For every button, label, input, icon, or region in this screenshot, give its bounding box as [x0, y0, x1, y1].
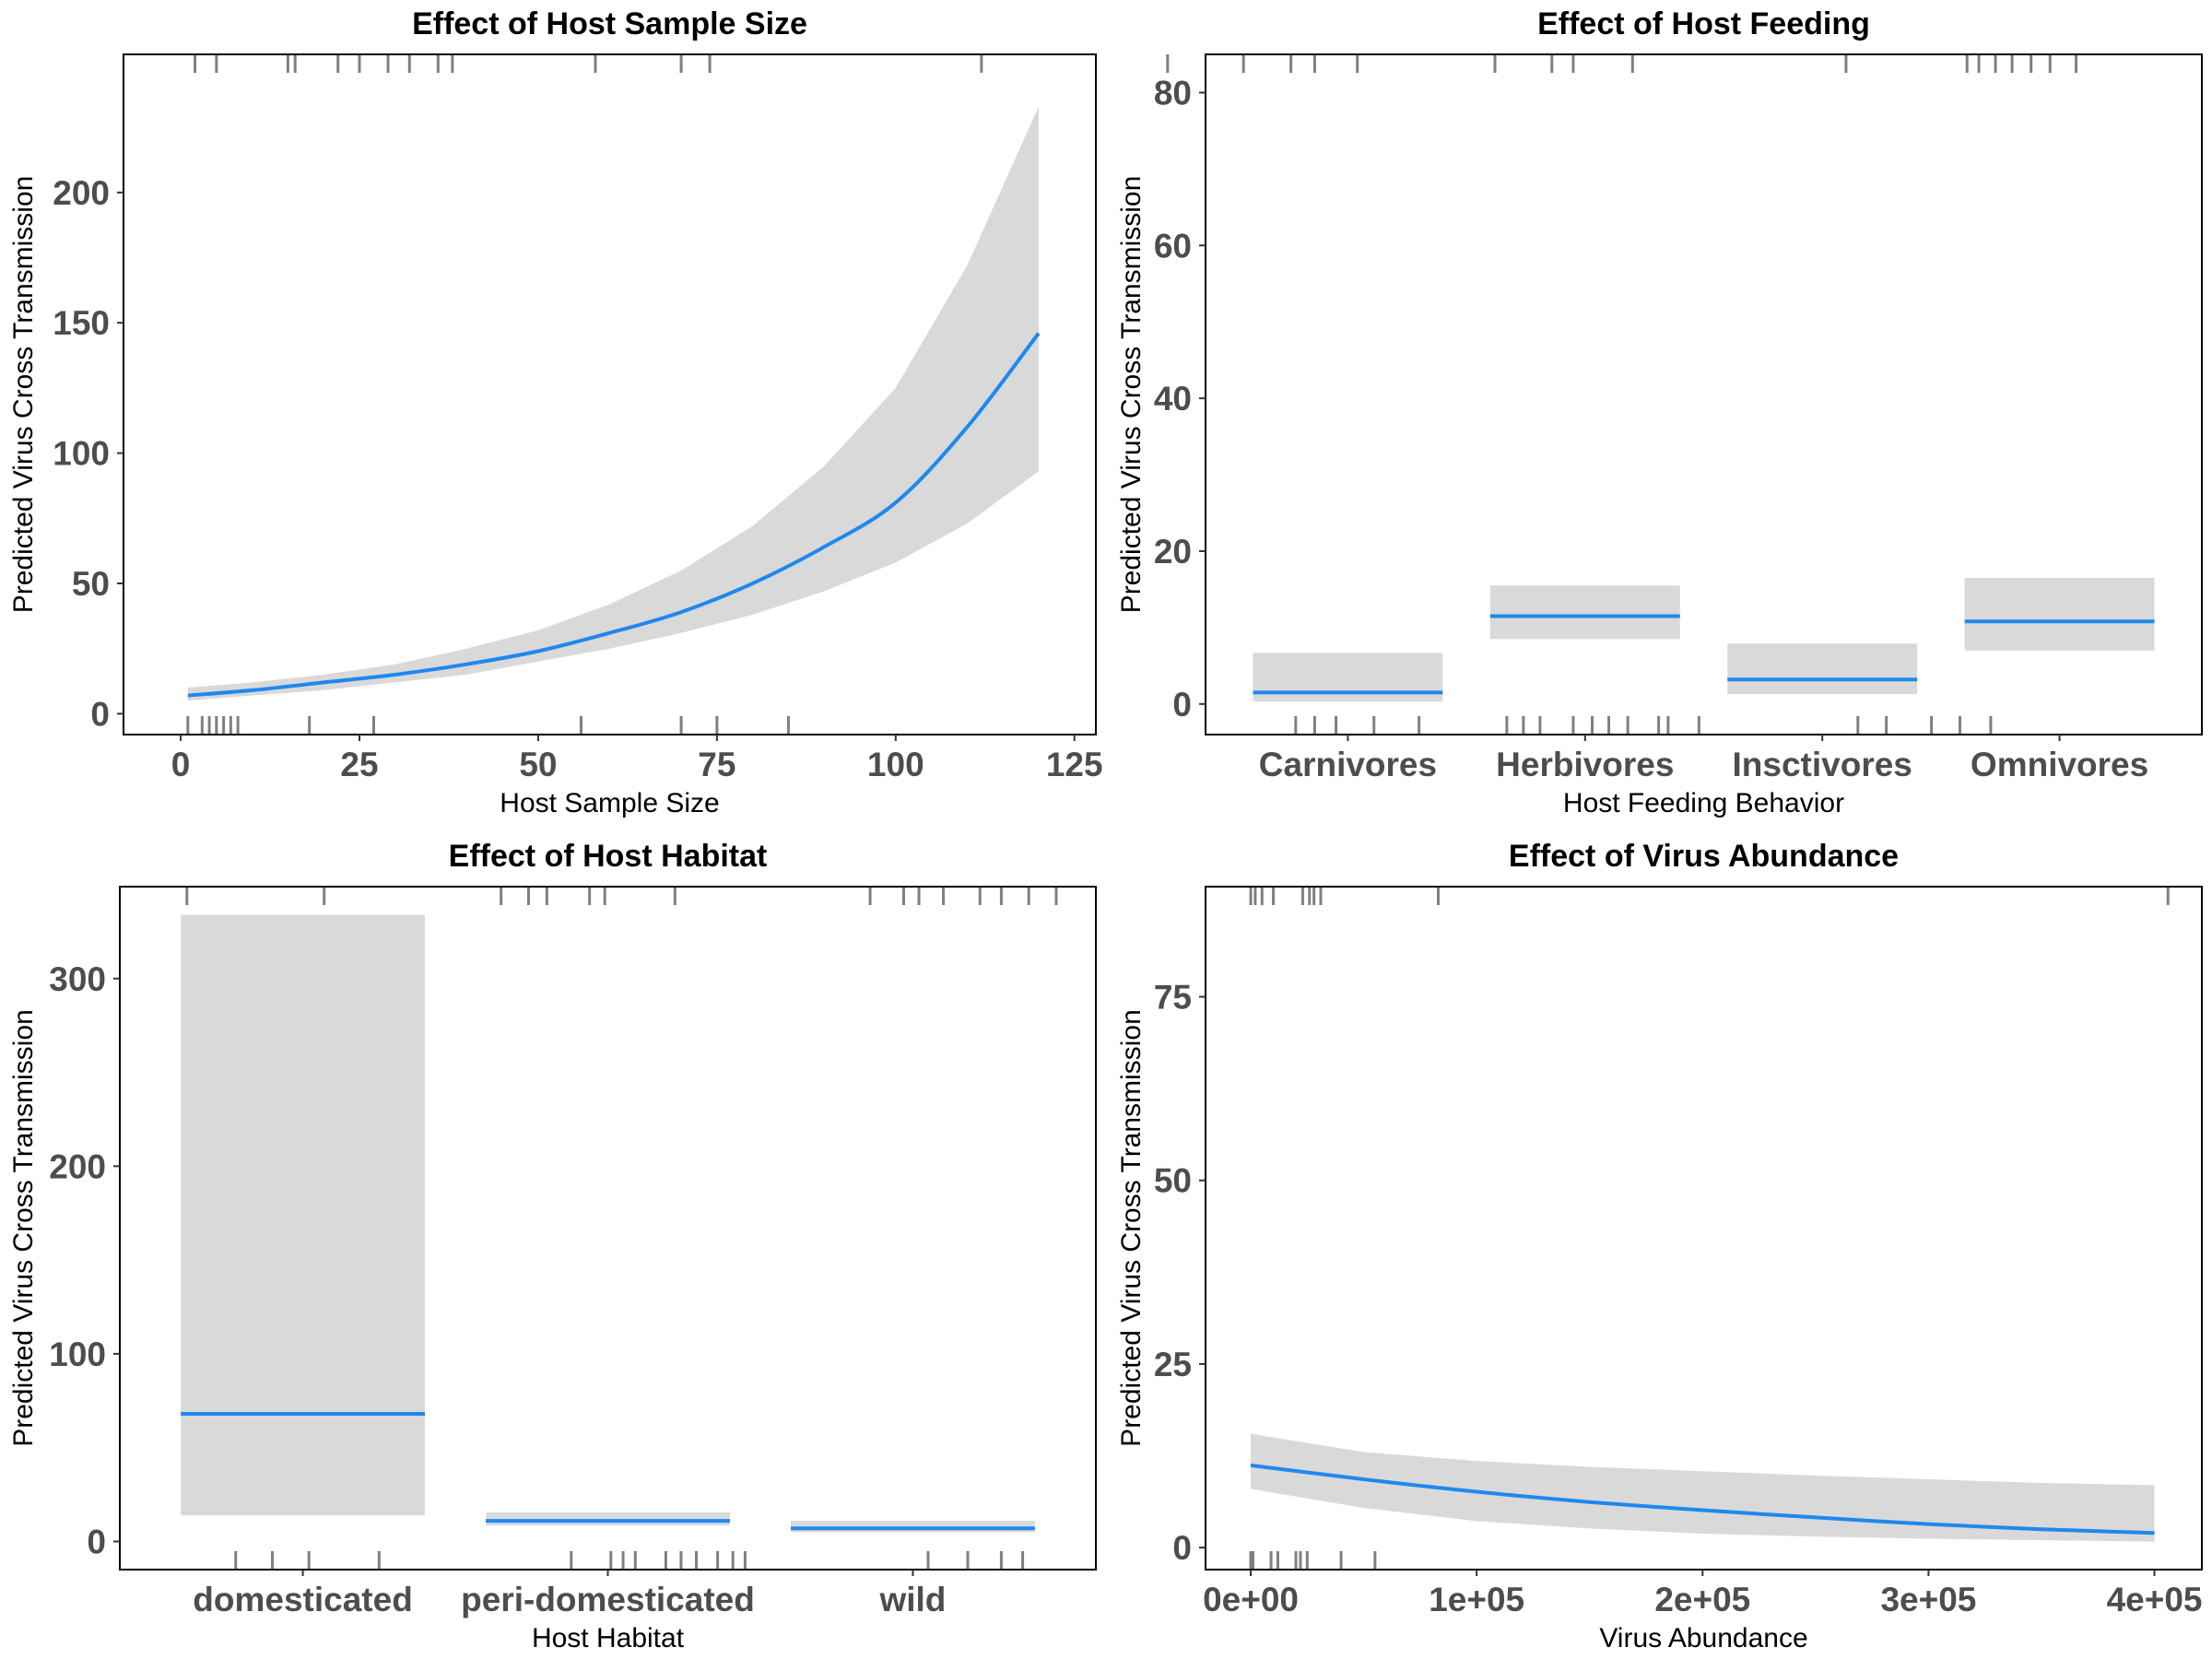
y-tick-label: 150: [53, 304, 110, 342]
plot-frame: [1205, 53, 2203, 735]
x-tick-label: 3e+05: [1880, 1581, 1976, 1618]
confidence-band: [1489, 585, 1680, 640]
chart-title: Effect of Host Habitat: [449, 839, 768, 874]
y-tick-label: 60: [1154, 227, 1192, 265]
y-tick-label: 25: [1154, 1346, 1192, 1383]
confidence-band: [791, 1521, 1035, 1533]
y-tick-label: 50: [1154, 1162, 1192, 1200]
panel-virus-abundance: 0 25 50 75 0e+00 1e+05 2e+05 3e+05 4e+05 Effect o…: [1116, 839, 2203, 1653]
confidence-band: [187, 106, 1039, 701]
y-tick-label: 0: [90, 695, 110, 733]
panel-host-habitat: 0 100 200 300 domesticated peri-domesticated w…: [8, 839, 1097, 1653]
effect-line: [187, 332, 1041, 698]
x-tick-label: 4e+05: [2107, 1581, 2203, 1618]
y-axis-label: Predicted Virus Cross Transmission: [8, 1009, 39, 1447]
y-tick-label: 100: [53, 435, 110, 473]
x-tick-label: 0: [171, 746, 191, 783]
panel-host-sample-size: 0 50 100 150 200 0 25 50 75 100 125 Effect of Host …: [8, 6, 1103, 818]
y-tick-label: 50: [72, 565, 110, 603]
x-tick-label: 25: [340, 746, 378, 783]
x-tick-label: 1e+05: [1429, 1581, 1524, 1618]
x-tick-label: 125: [1046, 746, 1103, 783]
y-tick-label: 200: [49, 1147, 106, 1185]
y-axis-label: Predicted Virus Cross Transmission: [1116, 176, 1147, 614]
y-tick-label: 100: [49, 1335, 106, 1373]
x-axis-label: Host Feeding Behavior: [1563, 788, 1844, 818]
x-tick-label: 50: [519, 746, 557, 783]
y-tick-label: 20: [1154, 533, 1192, 571]
panel-host-feeding: 0 20 40 60 80 Carnivores Herbivores Insctivores…: [1116, 6, 2203, 818]
x-axis-label: Host Sample Size: [500, 788, 719, 818]
x-tick-label: Herbivores: [1496, 746, 1674, 783]
confidence-band: [181, 914, 425, 1515]
x-tick-label: domesticated: [193, 1581, 413, 1618]
x-tick-label: wild: [878, 1581, 946, 1618]
y-tick-label: 300: [49, 960, 106, 998]
plot-frame: [123, 53, 1097, 735]
plot-frame: [1205, 886, 2203, 1571]
effect-line: [1250, 1463, 2155, 1535]
x-tick-label: 0e+00: [1203, 1581, 1299, 1618]
confidence-band: [1964, 578, 2155, 651]
x-tick-label: 75: [698, 746, 735, 783]
y-tick-label: 200: [53, 174, 110, 212]
x-tick-label: 2e+05: [1654, 1581, 1750, 1618]
y-tick-label: 0: [87, 1523, 106, 1560]
y-tick-label: 80: [1154, 74, 1192, 112]
x-axis-label: Host Habitat: [532, 1623, 685, 1653]
y-tick-label: 0: [1172, 1529, 1192, 1567]
x-tick-label: peri-domesticated: [461, 1581, 755, 1618]
confidence-band: [486, 1512, 730, 1526]
chart-title: Effect of Host Feeding: [1537, 6, 1870, 41]
x-axis-label: Virus Abundance: [1599, 1623, 1807, 1653]
y-axis-label: Predicted Virus Cross Transmission: [1116, 1009, 1147, 1447]
confidence-band: [1727, 643, 1918, 695]
chart-title: Effect of Host Sample Size: [412, 6, 807, 41]
confidence-band: [1251, 1433, 2155, 1542]
x-tick-label: Insctivores: [1733, 746, 1912, 783]
x-tick-label: Carnivores: [1259, 746, 1437, 783]
y-tick-label: 0: [1172, 686, 1192, 724]
y-tick-label: 40: [1154, 380, 1192, 418]
x-tick-label: Omnivores: [1971, 746, 2148, 783]
y-tick-label: 75: [1154, 979, 1192, 1017]
chart-title: Effect of Virus Abundance: [1509, 839, 1899, 874]
x-tick-label: 100: [867, 746, 924, 783]
y-axis-label: Predicted Virus Cross Transmission: [8, 176, 39, 614]
